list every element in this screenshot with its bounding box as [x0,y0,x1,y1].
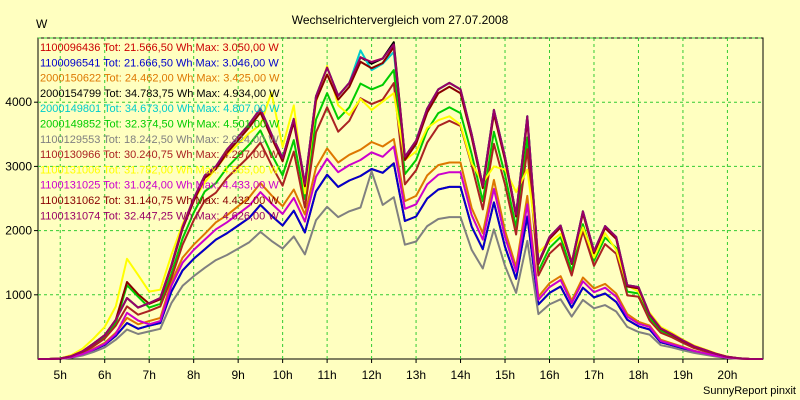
legend: 1100096436 Tot: 21.566,50 Wh Max: 3.050,… [40,42,280,222]
legend-entry: 1100096436 Tot: 21.566,50 Wh Max: 3.050,… [40,42,279,54]
x-axis-ticks: 5h 6h 7h 8h 9h 10h 11h 12h 13h 14h 15h 16h 17h 18h 19h… [54,359,737,382]
chart-footer: SunnyReport pinxit [703,385,796,397]
x-tick-label: 17h [584,368,604,382]
y-axis-ticks: 1000 2000 3000 4000 [5,95,38,302]
legend-entry: 2000150622 Tot: 24.462,00 Wh Max: 3.425,… [40,73,280,85]
x-tick-label: 14h [451,368,471,382]
x-tick-label: 15h [495,368,515,382]
x-tick-label: 8h [187,368,200,382]
x-tick-label: 20h [717,368,737,382]
legend-entry: 1100131062 Tot: 31.140,75 Wh Max: 4.432,… [40,195,279,207]
legend-entry: 2000154799 Tot: 34.783,75 Wh Max: 4.934,… [40,88,280,100]
series-line [38,145,763,360]
x-tick-label: 11h [318,368,337,382]
series-line [38,170,763,360]
series-line [38,43,763,360]
y-tick-label: 1000 [5,288,32,302]
x-tick-label: 10h [273,368,293,382]
series-layer [38,41,763,360]
x-tick-label: 5h [54,368,67,382]
series-line [38,138,763,360]
x-tick-label: 9h [231,368,244,382]
legend-entry: 1100131074 Tot: 32.447,25 Wh Max: 4.626,… [40,210,279,222]
series-line [38,162,763,360]
legend-entry: 1100131006 Tot: 31.782,00 Wh Max: 4.565,… [40,164,279,176]
x-tick-label: 18h [628,368,648,382]
legend-entry: 1100131025 Tot: 31.024,00 Wh Max: 4.433,… [40,180,279,192]
legend-entry: 2000149801 Tot: 34.673,00 Wh Max: 4.807,… [40,103,280,115]
legend-entry: 1100096541 Tot: 21.666,50 Wh Max: 3.046,… [40,57,279,69]
legend-entry: 2000149852 Tot: 32.374,50 Wh Max: 4.501,… [40,119,280,131]
x-tick-label: 16h [539,368,559,382]
x-tick-label: 12h [362,368,382,382]
x-tick-label: 19h [673,368,693,382]
x-tick-label: 7h [143,368,156,382]
legend-entry: 1100129553 Tot: 18.242,50 Wh Max: 2.924,… [40,134,279,146]
x-tick-label: 6h [98,368,111,382]
chart-title: Wechselrichtervergleich vom 27.07.2008 [292,13,509,27]
y-axis-unit: W [36,17,48,31]
series-line [38,82,763,360]
x-tick-label: 13h [406,368,426,382]
y-tick-label: 4000 [5,95,32,109]
legend-entry: 1100130966 Tot: 30.240,75 Wh Max: 4.297,… [40,149,279,161]
y-tick-label: 3000 [5,159,32,173]
y-tick-label: 2000 [5,224,32,238]
